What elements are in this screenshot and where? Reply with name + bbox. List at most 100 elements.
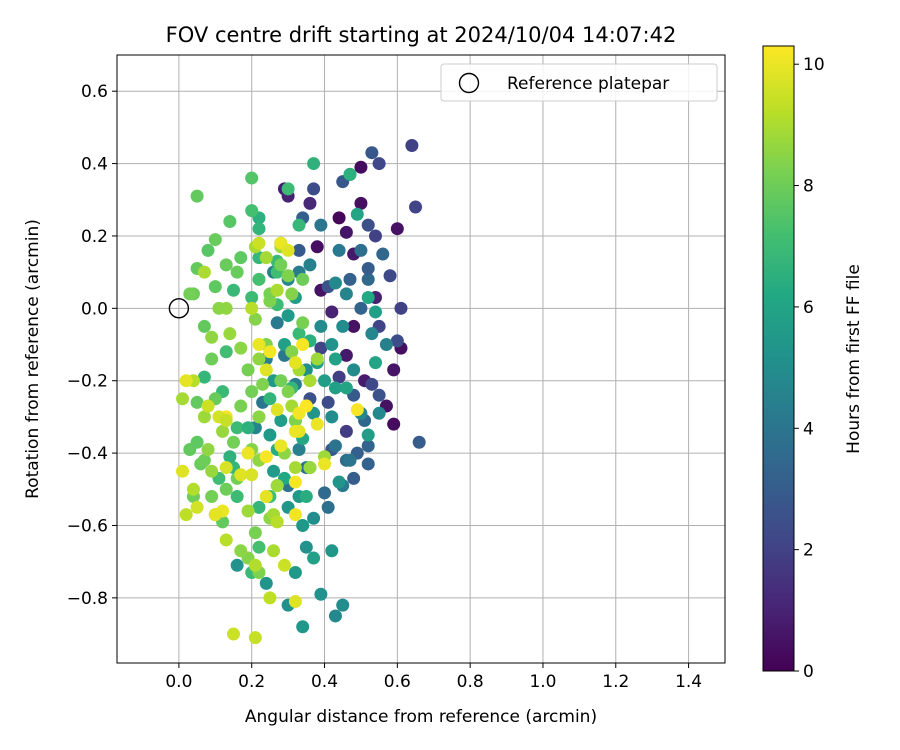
data-point bbox=[361, 457, 375, 471]
colorbar-tick-label: 2 bbox=[803, 541, 814, 561]
data-point bbox=[347, 471, 361, 485]
data-point bbox=[252, 410, 266, 424]
data-point bbox=[285, 287, 299, 301]
data-point bbox=[288, 356, 302, 370]
legend-label: Reference platepar bbox=[507, 74, 669, 94]
data-point bbox=[259, 576, 273, 590]
y-tick-label: −0.6 bbox=[67, 516, 108, 536]
data-point bbox=[336, 598, 350, 612]
data-point bbox=[328, 381, 342, 395]
data-point bbox=[314, 341, 328, 355]
data-point bbox=[259, 490, 273, 504]
data-point bbox=[325, 410, 339, 424]
data-point bbox=[219, 533, 233, 547]
colorbar-tick-label: 4 bbox=[803, 419, 814, 439]
data-point bbox=[292, 243, 306, 257]
y-axis-ticks: −0.8 −0.6 −0.4 −0.2 0.0 0.2 0.4 0.6 bbox=[67, 82, 117, 609]
data-point bbox=[343, 453, 357, 467]
data-point bbox=[321, 395, 335, 409]
data-point bbox=[354, 243, 368, 257]
data-point bbox=[281, 309, 295, 323]
data-point bbox=[288, 594, 302, 608]
data-point bbox=[245, 290, 259, 304]
data-point bbox=[288, 566, 302, 580]
data-point bbox=[303, 461, 317, 475]
x-tick-label: 0.6 bbox=[384, 672, 411, 692]
x-tick-label: 1.4 bbox=[675, 672, 702, 692]
data-point bbox=[245, 204, 259, 218]
data-point bbox=[186, 482, 200, 496]
data-point bbox=[318, 457, 332, 471]
data-point bbox=[299, 399, 313, 413]
data-point bbox=[390, 334, 404, 348]
data-point bbox=[197, 410, 211, 424]
data-point bbox=[296, 272, 310, 286]
plot-frame bbox=[116, 54, 726, 664]
data-point bbox=[197, 453, 211, 467]
data-point bbox=[299, 490, 313, 504]
data-point bbox=[245, 468, 259, 482]
data-point bbox=[292, 218, 306, 232]
data-point bbox=[190, 189, 204, 203]
data-point bbox=[354, 160, 368, 174]
data-point bbox=[343, 167, 357, 181]
data-point bbox=[205, 352, 219, 366]
data-point bbox=[219, 345, 233, 359]
data-point bbox=[263, 428, 277, 442]
data-point bbox=[267, 464, 281, 478]
data-point bbox=[318, 374, 332, 388]
data-point bbox=[412, 435, 426, 449]
data-point bbox=[361, 262, 375, 276]
data-point bbox=[205, 464, 219, 478]
data-point bbox=[212, 301, 226, 315]
data-point bbox=[252, 222, 266, 236]
data-point bbox=[248, 631, 262, 645]
data-point bbox=[208, 508, 222, 522]
data-point bbox=[176, 392, 190, 406]
data-point bbox=[318, 486, 332, 500]
data-point bbox=[241, 446, 255, 460]
y-axis-label: Rotation from reference (arcmin) bbox=[23, 219, 43, 499]
grid-lines bbox=[117, 55, 725, 663]
data-point bbox=[190, 500, 204, 514]
data-point bbox=[219, 258, 233, 272]
data-point bbox=[314, 319, 328, 333]
data-point bbox=[219, 461, 233, 475]
data-point bbox=[252, 352, 266, 366]
data-point bbox=[281, 182, 295, 196]
data-point bbox=[205, 330, 219, 344]
data-point bbox=[328, 609, 342, 623]
data-point bbox=[339, 424, 353, 438]
data-point bbox=[183, 442, 197, 456]
data-point bbox=[328, 276, 342, 290]
data-point bbox=[274, 439, 288, 453]
data-point bbox=[387, 417, 401, 431]
data-point bbox=[208, 280, 222, 294]
data-point bbox=[267, 544, 281, 558]
data-point bbox=[201, 399, 215, 413]
data-point bbox=[208, 233, 222, 247]
data-point bbox=[325, 544, 339, 558]
data-point bbox=[197, 319, 211, 333]
data-point bbox=[248, 526, 262, 540]
y-tick-label: 0.6 bbox=[81, 82, 108, 102]
data-point bbox=[288, 475, 302, 489]
legend-box bbox=[440, 63, 718, 102]
data-point bbox=[245, 301, 259, 315]
data-point bbox=[296, 620, 310, 634]
data-point bbox=[263, 591, 277, 605]
x-axis-ticks: 0.0 0.2 0.4 0.6 0.8 1.0 1.2 1.4 bbox=[165, 663, 702, 692]
data-point bbox=[365, 327, 379, 341]
data-point bbox=[394, 301, 408, 315]
data-point bbox=[303, 374, 317, 388]
data-point bbox=[201, 243, 215, 257]
data-point bbox=[350, 403, 364, 417]
data-point bbox=[252, 338, 266, 352]
data-point bbox=[252, 236, 266, 250]
data-point bbox=[227, 627, 241, 641]
data-point bbox=[241, 504, 255, 518]
data-point bbox=[223, 214, 237, 228]
y-tick-label: −0.2 bbox=[67, 372, 108, 392]
data-point bbox=[332, 211, 346, 225]
